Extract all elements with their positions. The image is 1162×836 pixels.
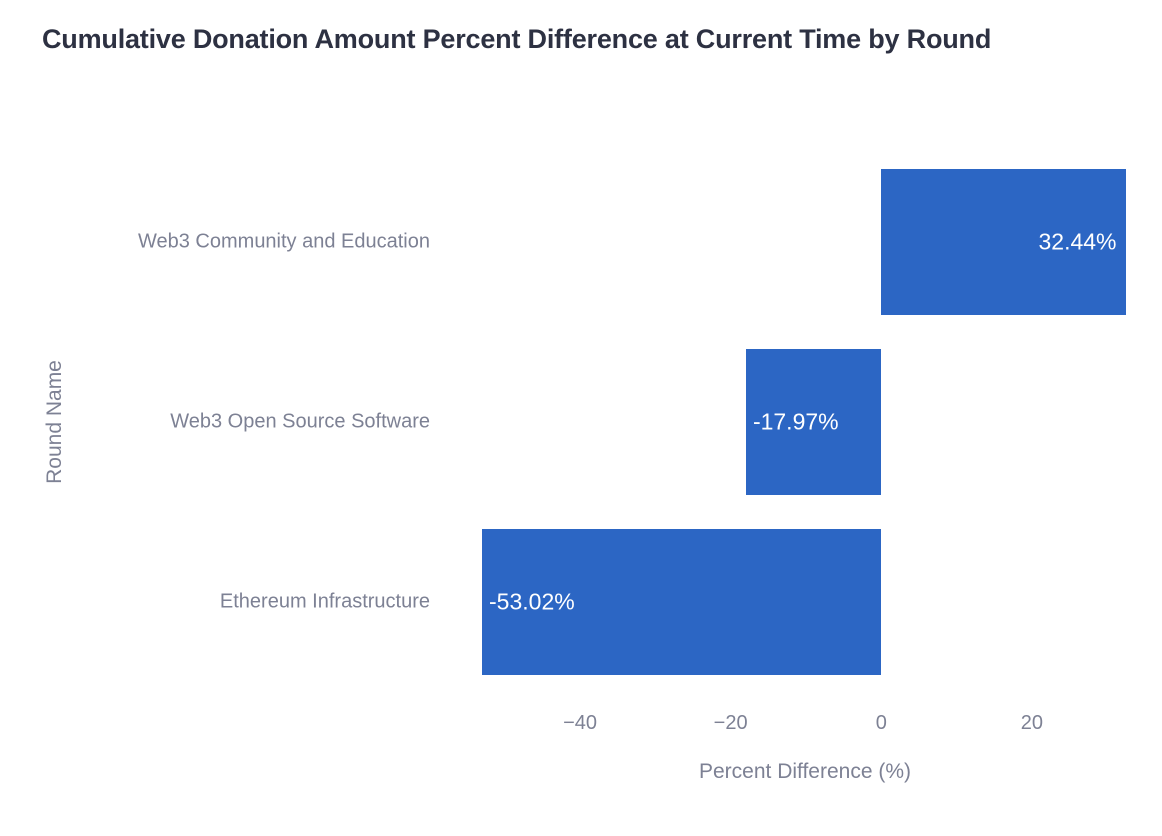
bar-value-label: -17.97% — [752, 408, 839, 435]
x-tick-label: −40 — [563, 712, 598, 734]
x-tick-label: 20 — [1020, 712, 1043, 734]
bar[interactable]: -17.97% — [745, 349, 882, 495]
bar-value-label: 32.44% — [1038, 228, 1117, 255]
x-tick-label: −20 — [713, 712, 748, 734]
x-tick-label: 0 — [875, 712, 887, 734]
bar-value-label: -53.02% — [489, 588, 575, 615]
bar[interactable]: -53.02% — [482, 529, 882, 675]
plot-area: 32.44% -17.97% -53.02% — [440, 152, 1132, 692]
y-tick-label: Web3 Open Source Software — [170, 410, 430, 433]
x-axis-title: Percent Difference (%) — [698, 760, 912, 783]
chart-title: Cumulative Donation Amount Percent Diffe… — [42, 24, 992, 54]
y-tick-label: Web3 Community and Education — [137, 230, 430, 253]
bar[interactable]: 32.44% — [881, 169, 1126, 315]
y-tick-label: Ethereum Infrastructure — [219, 590, 430, 613]
